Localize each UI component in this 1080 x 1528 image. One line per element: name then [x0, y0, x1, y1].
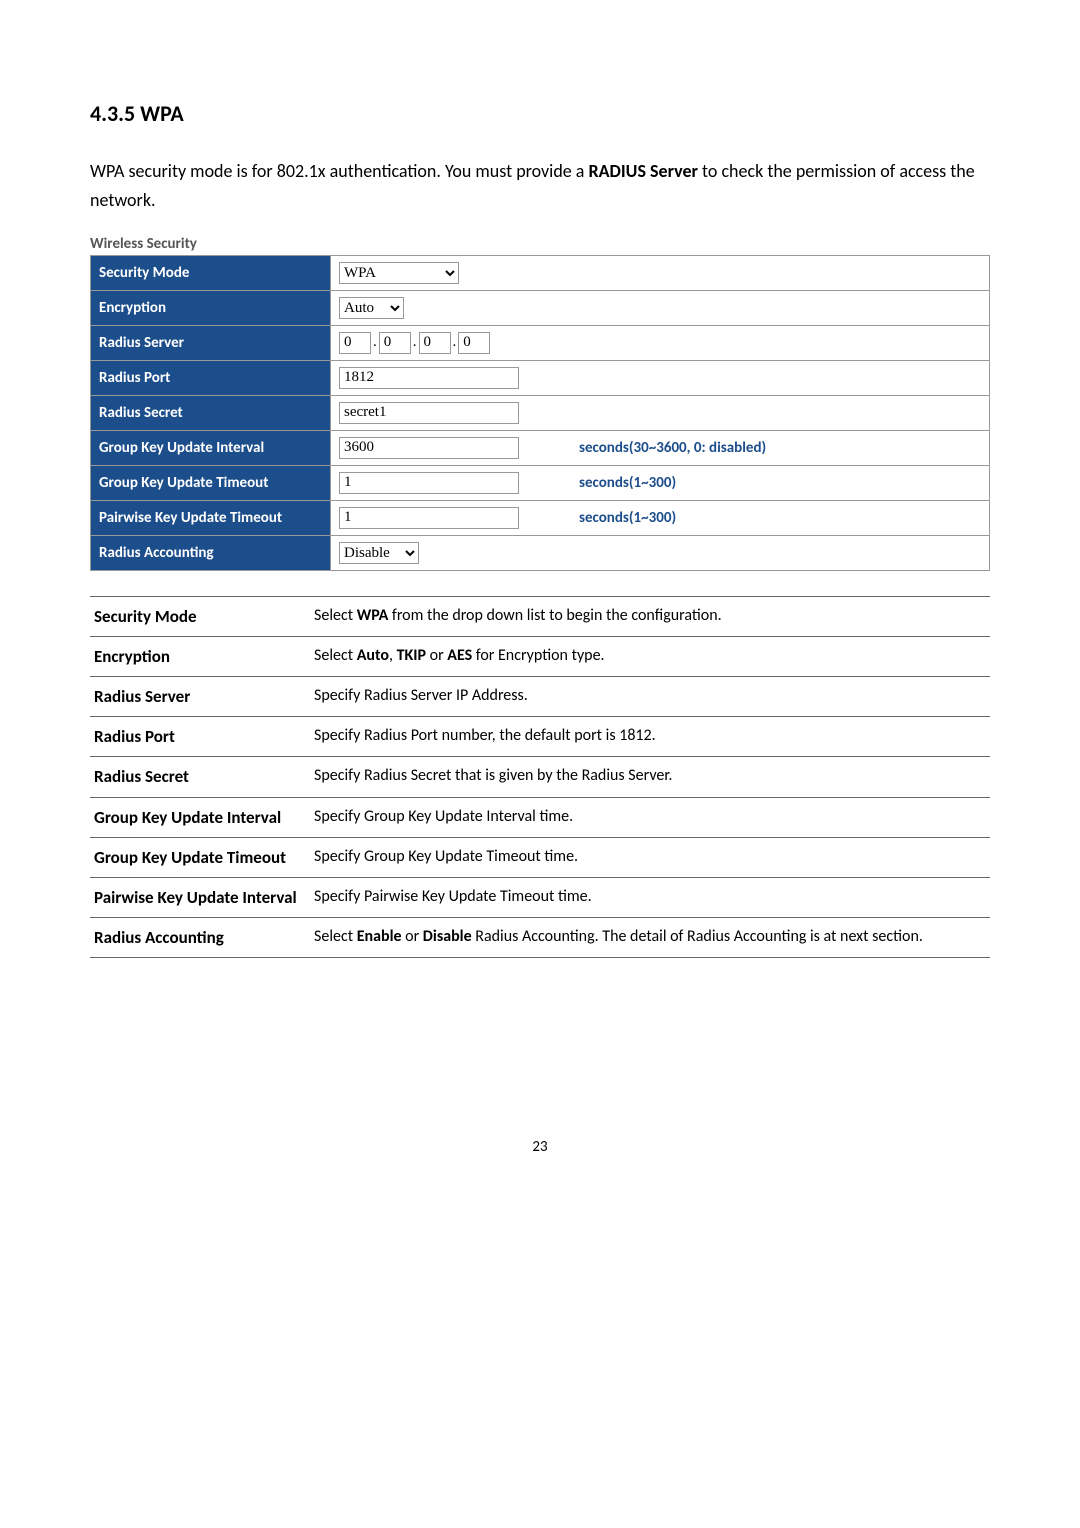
radius-port-input[interactable] — [339, 367, 519, 389]
def-desc: Select Auto, TKIP or AES for Encryption … — [310, 636, 990, 676]
def-term: Radius Port — [90, 717, 310, 757]
radius-ip-octet-4[interactable] — [458, 332, 490, 354]
encryption-label: Encryption — [91, 290, 331, 325]
definition-table: Security Mode Select WPA from the drop d… — [90, 596, 990, 959]
dot: . — [451, 334, 459, 350]
def-term: Group Key Update Interval — [90, 797, 310, 837]
def-desc: Select Enable or Disable Radius Accounti… — [310, 918, 990, 958]
def-term: Radius Secret — [90, 757, 310, 797]
group-key-interval-hint: seconds(30~3600, 0: disabled) — [579, 439, 766, 457]
def-term: Radius Server — [90, 676, 310, 716]
encryption-select[interactable]: Auto — [339, 297, 404, 319]
group-key-interval-label: Group Key Update Interval — [91, 430, 331, 465]
def-term: Security Mode — [90, 596, 310, 636]
dot: . — [371, 334, 379, 350]
radius-ip-octet-1[interactable] — [339, 332, 371, 354]
group-key-timeout-input[interactable] — [339, 472, 519, 494]
radius-server-label: Radius Server — [91, 325, 331, 360]
def-desc: Specify Pairwise Key Update Timeout time… — [310, 877, 990, 917]
intro-bold: RADIUS Server — [589, 160, 698, 182]
pairwise-key-timeout-input[interactable] — [339, 507, 519, 529]
page-number: 23 — [90, 1138, 990, 1156]
def-desc: Select WPA from the drop down list to be… — [310, 596, 990, 636]
def-desc: Specify Group Key Update Timeout time. — [310, 837, 990, 877]
def-term: Pairwise Key Update Interval — [90, 877, 310, 917]
intro-pre: WPA security mode is for 802.1x authenti… — [90, 160, 589, 182]
group-key-timeout-hint: seconds(1~300) — [579, 474, 676, 492]
def-desc: Specify Radius Server IP Address. — [310, 676, 990, 716]
radius-secret-label: Radius Secret — [91, 395, 331, 430]
def-term: Group Key Update Timeout — [90, 837, 310, 877]
dot: . — [411, 334, 419, 350]
radius-accounting-select[interactable]: Disable — [339, 542, 419, 564]
group-key-timeout-label: Group Key Update Timeout — [91, 465, 331, 500]
def-desc: Specify Radius Secret that is given by t… — [310, 757, 990, 797]
config-table: Security Mode WPA Encryption Auto Radius… — [90, 255, 990, 571]
def-desc: Specify Group Key Update Interval time. — [310, 797, 990, 837]
pairwise-key-timeout-label: Pairwise Key Update Timeout — [91, 500, 331, 535]
def-desc: Specify Radius Port number, the default … — [310, 717, 990, 757]
def-term: Encryption — [90, 636, 310, 676]
pairwise-key-timeout-hint: seconds(1~300) — [579, 509, 676, 527]
group-key-interval-input[interactable] — [339, 437, 519, 459]
security-mode-select[interactable]: WPA — [339, 262, 459, 284]
radius-ip-octet-2[interactable] — [379, 332, 411, 354]
radius-accounting-label: Radius Accounting — [91, 535, 331, 570]
radius-ip-octet-3[interactable] — [419, 332, 451, 354]
def-term: Radius Accounting — [90, 918, 310, 958]
radius-port-label: Radius Port — [91, 360, 331, 395]
intro-paragraph: WPA security mode is for 802.1x authenti… — [90, 157, 990, 215]
wireless-security-title: Wireless Security — [90, 235, 990, 253]
security-mode-label: Security Mode — [91, 255, 331, 290]
section-heading: 4.3.5 WPA — [90, 100, 990, 127]
radius-secret-input[interactable] — [339, 402, 519, 424]
